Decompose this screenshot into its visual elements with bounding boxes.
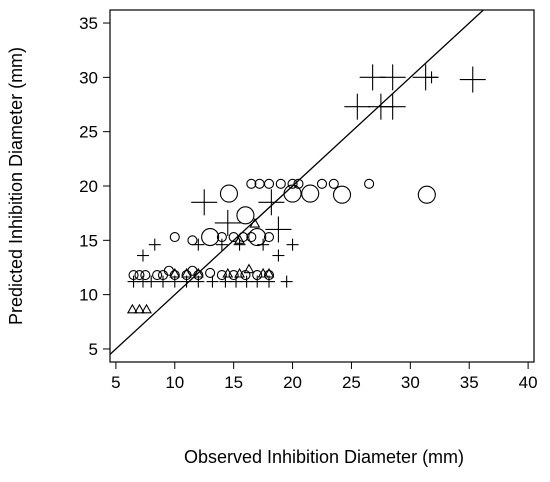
circle-point bbox=[263, 232, 275, 243]
plus-point bbox=[344, 93, 371, 120]
plus-point bbox=[157, 275, 169, 288]
circle-point bbox=[364, 178, 375, 189]
circle-point bbox=[275, 178, 286, 189]
plus-point bbox=[192, 275, 205, 288]
circle-point bbox=[283, 184, 302, 203]
plus-point bbox=[257, 238, 270, 251]
triangle-point bbox=[234, 267, 245, 278]
triangle-point bbox=[243, 263, 255, 274]
plus-point bbox=[148, 238, 161, 251]
circle-point bbox=[246, 232, 257, 243]
circle-point bbox=[140, 270, 151, 281]
circle-point bbox=[187, 235, 198, 246]
plus-point bbox=[265, 216, 292, 243]
plus-point bbox=[180, 275, 193, 288]
plot-frame bbox=[109, 9, 535, 363]
circle-point bbox=[254, 178, 265, 189]
circle-point bbox=[169, 270, 180, 281]
x-tick-label: 35 bbox=[460, 373, 479, 392]
y-tick-label: 35 bbox=[79, 14, 98, 33]
triangle-point bbox=[222, 267, 234, 278]
triangle-point bbox=[257, 267, 269, 278]
plus-point bbox=[459, 66, 486, 93]
circle-point bbox=[252, 270, 263, 281]
y-tick-label: 15 bbox=[79, 231, 98, 250]
circle-point bbox=[248, 228, 267, 247]
x-tick-label: 5 bbox=[111, 373, 120, 392]
circle-point bbox=[134, 270, 145, 281]
plus-point bbox=[425, 71, 438, 84]
circle-point bbox=[417, 185, 436, 204]
triangle-point bbox=[169, 267, 181, 278]
circle-point bbox=[216, 270, 227, 281]
x-tick-label: 15 bbox=[224, 373, 243, 392]
y-tick-label: 5 bbox=[89, 340, 98, 359]
circle-point bbox=[263, 178, 275, 189]
circle-point bbox=[301, 184, 320, 203]
y-tick-label: 30 bbox=[79, 68, 98, 87]
x-tick-label: 30 bbox=[401, 373, 420, 392]
x-tick-label: 40 bbox=[519, 373, 538, 392]
y-tick-label: 25 bbox=[79, 123, 98, 142]
circle-point bbox=[228, 270, 239, 281]
plus-point bbox=[145, 275, 158, 288]
triangle-point bbox=[126, 303, 138, 314]
plus-point bbox=[272, 249, 285, 262]
plus-point bbox=[136, 249, 149, 262]
triangle-point bbox=[181, 267, 192, 278]
plus-point bbox=[263, 275, 275, 288]
y-axis-label: Predicted Inhibition Diameter (mm) bbox=[6, 47, 26, 325]
plus-point bbox=[258, 189, 285, 216]
circle-point bbox=[332, 185, 352, 204]
plus-point bbox=[251, 275, 264, 288]
plus-point bbox=[230, 275, 243, 288]
circle-point bbox=[219, 184, 239, 203]
plus-point bbox=[206, 275, 219, 288]
x-axis-label: Observed Inhibition Diameter (mm) bbox=[184, 447, 464, 467]
y-tick-label: 10 bbox=[79, 286, 98, 305]
circle-point bbox=[169, 232, 180, 243]
circle-point bbox=[328, 178, 339, 189]
plus-point bbox=[280, 275, 293, 288]
circle-point bbox=[201, 228, 220, 247]
triangle-point bbox=[134, 303, 145, 314]
triangle-point bbox=[263, 267, 275, 278]
plus-point bbox=[191, 189, 218, 216]
x-tick-label: 20 bbox=[283, 373, 302, 392]
x-tick-label: 25 bbox=[342, 373, 361, 392]
x-axis: 5 10 15 20 25 30 35 40 bbox=[111, 361, 538, 392]
circle-point bbox=[316, 178, 328, 189]
plus-point bbox=[379, 93, 406, 120]
circle-point bbox=[193, 270, 204, 281]
circle-point bbox=[152, 270, 163, 281]
circle-point bbox=[293, 178, 304, 189]
plus-point bbox=[168, 275, 181, 288]
circle-point bbox=[236, 206, 255, 225]
circle-point bbox=[128, 270, 139, 281]
triangle-point bbox=[234, 234, 245, 244]
circle-point bbox=[205, 267, 216, 278]
triangle-point bbox=[141, 303, 152, 314]
y-axis: 5 10 15 20 25 30 35 bbox=[79, 14, 110, 359]
circle-point bbox=[216, 232, 227, 243]
x-tick-label: 10 bbox=[165, 373, 184, 392]
plus-point bbox=[240, 275, 253, 288]
circle-point bbox=[246, 178, 257, 189]
points-group bbox=[126, 64, 486, 314]
triangle-point bbox=[192, 267, 204, 278]
y-tick-label: 20 bbox=[79, 177, 98, 196]
plus-point bbox=[286, 238, 299, 251]
circle-point bbox=[263, 270, 275, 281]
triangle-point bbox=[249, 217, 261, 228]
plus-point bbox=[379, 64, 406, 91]
plus-point bbox=[214, 209, 241, 236]
circle-point bbox=[287, 178, 298, 189]
plus-point bbox=[215, 238, 228, 251]
